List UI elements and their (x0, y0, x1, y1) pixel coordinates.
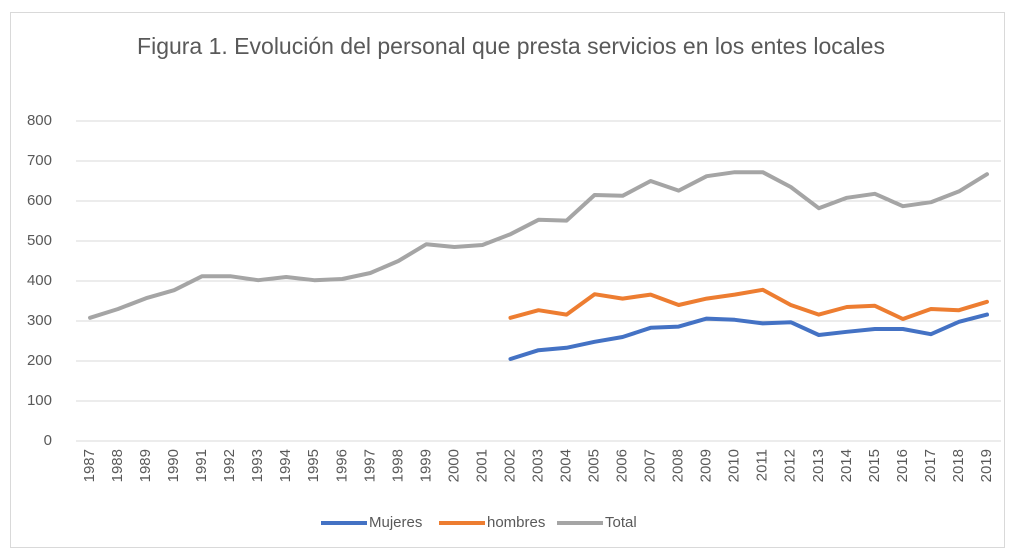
y-tick-label: 300 (27, 312, 52, 329)
x-tick-label: 2009 (698, 449, 715, 482)
x-tick-label: 1993 (249, 449, 266, 482)
x-tick-label: 2005 (586, 449, 603, 482)
x-tick-label: 1997 (361, 449, 378, 482)
y-tick-label: 500 (27, 232, 52, 249)
x-tick-label: 2015 (866, 449, 883, 482)
x-tick-label: 1987 (81, 449, 98, 482)
x-tick-label: 2013 (810, 449, 827, 482)
chart-border (10, 12, 1005, 548)
x-tick-label: 1988 (109, 449, 126, 482)
y-tick-label: 800 (27, 112, 52, 129)
x-tick-label: 2016 (894, 449, 911, 482)
x-tick-label: 2010 (726, 449, 743, 482)
y-tick-label: 700 (27, 152, 52, 169)
legend-label: Total (605, 514, 637, 531)
x-tick-label: 2012 (782, 449, 799, 482)
legend-label: hombres (487, 514, 545, 531)
chart-title: Figura 1. Evolución del personal que pre… (137, 33, 885, 59)
y-tick-label: 0 (44, 432, 52, 449)
x-tick-label: 1998 (389, 449, 406, 482)
x-tick-label: 2006 (614, 449, 631, 482)
line-series (88, 170, 989, 320)
x-tick-label: 1999 (417, 449, 434, 482)
x-tick-label: 2004 (557, 449, 574, 482)
y-tick-label: 100 (27, 392, 52, 409)
x-tick-label: 2002 (501, 449, 518, 482)
x-tick-label: 2000 (445, 449, 462, 482)
x-tick-label: 1994 (277, 449, 294, 482)
line-series (508, 287, 989, 321)
x-tick-label: 1992 (221, 449, 238, 482)
x-tick-label: 2007 (642, 449, 659, 482)
x-tick-label: 2018 (950, 449, 967, 482)
x-tick-label: 1990 (165, 449, 182, 482)
y-tick-label: 600 (27, 192, 52, 209)
x-tick-label: 1989 (137, 449, 154, 482)
y-tick-label: 400 (27, 272, 52, 289)
x-tick-label: 2008 (670, 449, 687, 482)
x-tick-label: 1996 (333, 449, 350, 482)
x-tick-label: 2001 (473, 449, 490, 482)
x-tick-label: 2003 (529, 449, 546, 482)
legend-label: Mujeres (369, 514, 422, 531)
x-tick-label: 1995 (305, 449, 322, 482)
x-tick-label: 2014 (838, 449, 855, 482)
x-tick-label: 1991 (193, 449, 210, 482)
line-series (508, 312, 989, 361)
x-tick-label: 2019 (978, 449, 995, 482)
y-tick-label: 200 (27, 352, 52, 369)
x-tick-label: 2011 (754, 449, 771, 481)
x-tick-label: 2017 (922, 449, 939, 482)
